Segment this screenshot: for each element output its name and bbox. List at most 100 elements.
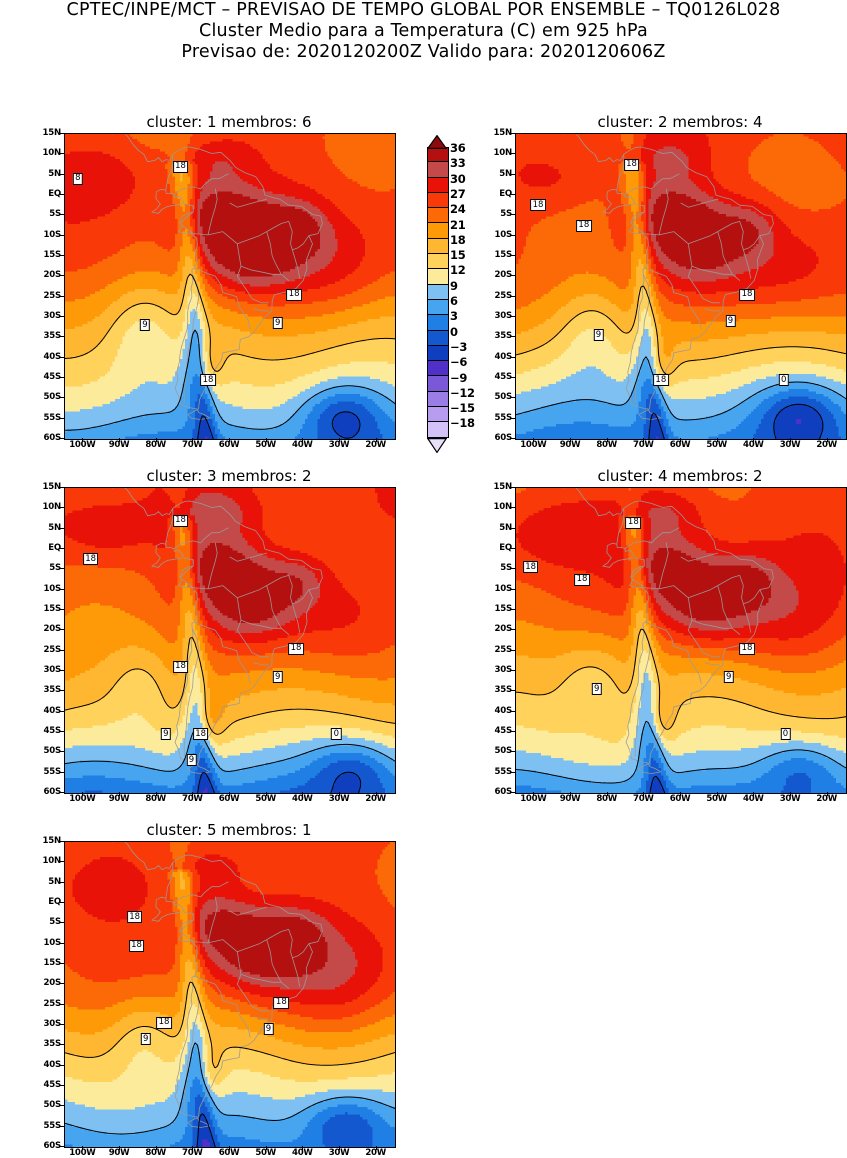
contour-label: 9 xyxy=(723,671,733,683)
y-axis-tick-label: 60S xyxy=(494,433,512,443)
contour-label: 18 xyxy=(83,553,99,565)
x-axis-tick-label: 30W xyxy=(780,440,801,450)
chart-header: CPTEC/INPE/MCT – PREVISAO DE TEMPO GLOBA… xyxy=(0,0,847,63)
y-axis-tick-label: 5S xyxy=(49,209,61,219)
contour-label: 18 xyxy=(193,728,209,740)
y-axis-tick-label: 30S xyxy=(43,1019,61,1029)
y-axis-tick-label: 5N xyxy=(48,877,61,887)
y-axis-tick-label: 5S xyxy=(49,563,61,573)
y-axis-tick-label: 10S xyxy=(494,584,512,594)
y-axis-tick-label: 30S xyxy=(494,665,512,675)
y-axis-tick-label: 10N xyxy=(42,502,61,512)
y-axis-tick-label: 10N xyxy=(493,148,512,158)
x-axis-tick-label: 90W xyxy=(109,794,130,804)
y-axis-tick-label: 50S xyxy=(43,746,61,756)
contour-label: 18 xyxy=(523,561,539,573)
colorbar-tick-label: 27 xyxy=(450,187,465,201)
y-axis-tick-label: 10N xyxy=(42,856,61,866)
colorbar-swatch xyxy=(428,254,448,269)
contour-label: 18 xyxy=(200,374,216,386)
y-axis-tick-label: 10S xyxy=(43,230,61,240)
contour-label: 9 xyxy=(161,728,171,740)
colorbar-tick-label: −6 xyxy=(450,355,467,369)
panel-title-cluster-1: cluster: 1 membros: 6 xyxy=(64,113,394,131)
colorbar-tick-label: −3 xyxy=(450,340,467,354)
y-axis-tick-label: 30S xyxy=(43,311,61,321)
y-axis-tick-label: 20S xyxy=(43,978,61,988)
y-axis-tick-label: 25S xyxy=(43,291,61,301)
x-axis-tick-label: 30W xyxy=(329,794,350,804)
y-axis-tick-label: 15N xyxy=(493,128,512,138)
contour-label: 9 xyxy=(263,1023,273,1035)
colorbar-arrow-bottom xyxy=(427,438,447,457)
y-axis-tick-label: 15S xyxy=(43,250,61,260)
x-axis-tick-label: 100W xyxy=(520,440,546,450)
y-axis-tick-label: 10N xyxy=(493,502,512,512)
y-axis-tick-label: 30S xyxy=(43,665,61,675)
colorbar-swatch xyxy=(428,285,448,300)
colorbar-arrow-top xyxy=(427,134,447,153)
y-axis-tick-label: 50S xyxy=(494,392,512,402)
y-axis-tick-label: 35S xyxy=(43,685,61,695)
colorbar-swatch xyxy=(428,208,448,223)
y-axis-tick-label: 45S xyxy=(43,1080,61,1090)
contour-label: 18 xyxy=(576,220,592,232)
x-axis-tick-label: 70W xyxy=(182,794,203,804)
y-axis-tick-label: 15S xyxy=(43,958,61,968)
colorbar-swatches xyxy=(427,147,449,438)
x-axis-tick-label: 80W xyxy=(145,440,166,450)
y-axis-tick-label: 55S xyxy=(494,767,512,777)
contour-label: 9 xyxy=(140,319,150,331)
colorbar-tick-label: −15 xyxy=(450,401,475,415)
y-axis-tick-label: 55S xyxy=(43,413,61,423)
x-axis-tick-label: 30W xyxy=(780,794,801,804)
colorbar-tick-label: 3 xyxy=(450,309,458,323)
y-axis-tick-label: EQ xyxy=(499,189,512,199)
y-axis-tick-label: EQ xyxy=(48,897,61,907)
panel-title-cluster-5: cluster: 5 membros: 1 xyxy=(64,821,394,839)
colorbar-swatch xyxy=(428,239,448,254)
x-axis-tick-label: 30W xyxy=(329,440,350,450)
x-axis-tick-label: 60W xyxy=(670,440,691,450)
x-axis-tick-label: 80W xyxy=(596,794,617,804)
x-axis-tick-label: 50W xyxy=(706,440,727,450)
colorbar-swatch xyxy=(428,269,448,284)
contour-label: 18 xyxy=(739,643,755,655)
y-axis-tick-label: 5N xyxy=(499,169,512,179)
contour-label: 9 xyxy=(140,1033,150,1045)
x-axis-tick-label: 50W xyxy=(255,440,276,450)
y-axis-tick-label: 35S xyxy=(43,331,61,341)
y-axis-tick-label: 45S xyxy=(43,726,61,736)
contour-label: 18 xyxy=(530,199,546,211)
colorbar-swatch xyxy=(428,407,448,422)
y-axis-tick-label: 5S xyxy=(49,917,61,927)
y-axis-tick-label: 10N xyxy=(42,148,61,158)
y-axis-tick-label: 55S xyxy=(43,1121,61,1131)
colorbar-swatch xyxy=(428,193,448,208)
x-axis-tick-label: 80W xyxy=(596,440,617,450)
y-axis-tick-label: 15S xyxy=(494,604,512,614)
contour-label: 18 xyxy=(156,1017,172,1029)
y-axis-tick-label: 20S xyxy=(494,270,512,280)
y-axis-tick-label: 40S xyxy=(43,706,61,716)
contour-label: 0 xyxy=(778,374,788,386)
y-axis-tick-label: 5S xyxy=(500,209,512,219)
colorbar-tick-label: 21 xyxy=(450,218,465,232)
header-line-2: Cluster Medio para a Temperatura (C) em … xyxy=(0,21,847,42)
y-axis-tick-label: 15N xyxy=(42,836,61,846)
y-axis-tick-label: 10S xyxy=(43,584,61,594)
contour-label: 18 xyxy=(173,515,189,527)
y-axis-tick-label: 45S xyxy=(494,726,512,736)
x-axis-tick-label: 40W xyxy=(743,794,764,804)
header-line-1: CPTEC/INPE/MCT – PREVISAO DE TEMPO GLOBA… xyxy=(0,0,847,21)
x-axis-tick-label: 50W xyxy=(255,794,276,804)
y-axis-tick-label: 40S xyxy=(494,352,512,362)
y-axis-tick-label: 20S xyxy=(43,624,61,634)
y-axis-tick-label: 55S xyxy=(43,767,61,777)
